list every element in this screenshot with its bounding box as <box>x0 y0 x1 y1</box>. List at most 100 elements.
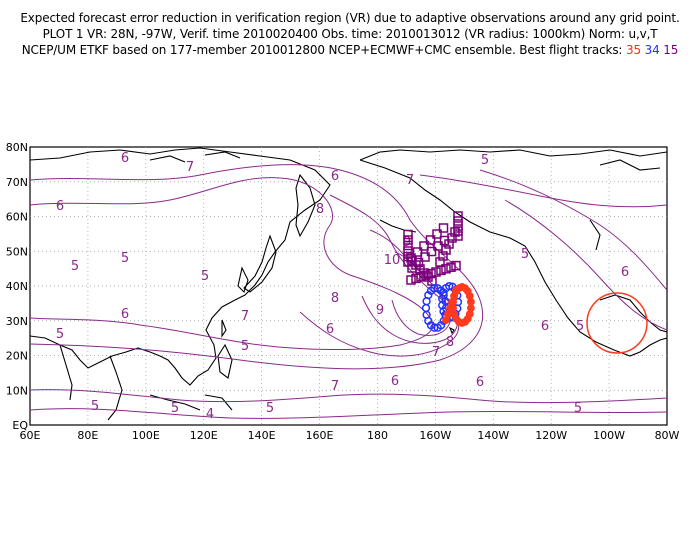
lat-label: 80N <box>6 141 28 154</box>
track-15-marker <box>453 211 463 221</box>
track-15-marker <box>447 233 457 243</box>
contour-label: 6 <box>326 322 334 337</box>
track-35-marker <box>442 316 450 324</box>
contour-label: 5 <box>71 259 79 274</box>
lon-label: 100E <box>132 429 160 442</box>
contour-label: 7 <box>406 173 414 188</box>
lat-label: 20N <box>6 350 28 363</box>
contour-label: 5 <box>121 251 129 266</box>
contour-label: 6 <box>121 307 129 322</box>
track-15-marker <box>419 241 429 251</box>
track-34-legend: 34 <box>644 43 660 57</box>
track-15-legend: 15 <box>663 43 679 57</box>
track-34-marker <box>439 288 448 297</box>
contour-label: 6 <box>56 199 64 214</box>
track-15-marker <box>403 235 413 245</box>
coastlines <box>30 147 667 421</box>
longitude-labels: 60E 80E 100E 120E 140E 160E 180 160W 140W 120W 100… <box>20 429 680 442</box>
contour-label: 5 <box>521 247 529 262</box>
contour-label: 5 <box>241 339 249 354</box>
track-15-marker <box>421 270 431 280</box>
verification-region-circle <box>586 292 648 354</box>
lon-label: 60E <box>20 429 41 442</box>
track-15-marker <box>403 240 413 251</box>
lat-label: 10N <box>6 384 28 397</box>
track-15-marker <box>406 253 416 263</box>
track-15-marker <box>451 260 461 271</box>
lon-label: 160E <box>306 429 334 442</box>
contour-label: 6 <box>331 169 339 184</box>
contour-label: 7 <box>331 379 339 394</box>
track-15-marker <box>438 251 448 261</box>
track-15-marker <box>403 229 413 240</box>
track-15-marker <box>453 231 463 241</box>
track-35-marker <box>458 283 466 291</box>
contour-label: 6 <box>476 375 484 390</box>
contour-label: 7 <box>432 345 440 360</box>
track-15-marker <box>441 245 451 255</box>
lon-label: 160W <box>419 429 451 442</box>
track-15-marker <box>446 262 456 272</box>
contour-labels: 67655567556898691098756565654576575 <box>56 151 629 422</box>
track-15-marker <box>411 273 421 284</box>
track-15-marker <box>444 239 454 249</box>
track-15-marker <box>425 235 436 245</box>
contour-label: 5 <box>91 399 99 414</box>
lon-label: 120W <box>535 429 567 442</box>
track-15-marker <box>453 216 463 226</box>
contours <box>30 164 667 419</box>
contour-label: 6 <box>391 374 399 389</box>
lon-label: 120E <box>190 429 218 442</box>
contour-label: 10 <box>384 253 401 268</box>
lat-label: 60N <box>6 211 28 224</box>
track-35-legend: 35 <box>625 43 641 57</box>
contour-label: 6 <box>121 151 129 166</box>
contour-label: 8 <box>446 335 454 350</box>
track-15-marker <box>431 267 441 277</box>
lon-label: 180 <box>367 429 388 442</box>
contour-label: 5 <box>56 327 64 342</box>
track-15-marker <box>406 275 416 285</box>
contour-label: 7 <box>186 160 194 175</box>
track-15-marker <box>403 246 413 256</box>
title-line-3-text: NCEP/UM ETKF based on 177-member 2010012… <box>21 43 623 57</box>
contour-label: 9 <box>403 235 411 250</box>
track-15-marker <box>420 252 430 262</box>
contour-label: 9 <box>376 303 384 318</box>
track-15-marker <box>426 246 437 257</box>
lat-label: EQ <box>12 419 28 432</box>
track-34-marker <box>445 281 454 291</box>
lat-label: 70N <box>6 176 28 189</box>
track-15-marker <box>432 229 442 239</box>
map-frame <box>29 146 668 426</box>
lon-label: 140E <box>248 429 276 442</box>
title-line-3: NCEP/UM ETKF based on 177-member 2010012… <box>0 42 700 58</box>
title-line-2: PLOT 1 VR: 28N, -97W, Verif. time 201002… <box>42 27 658 41</box>
contour-label: 6 <box>621 265 629 280</box>
track-15-marker <box>412 247 423 257</box>
title-line-1: Expected forecast error reduction in ver… <box>20 11 680 25</box>
track-15-marker <box>453 226 463 236</box>
contour-label: 8 <box>316 202 324 217</box>
track-15-marker <box>441 264 451 274</box>
track-15-marker <box>453 221 463 231</box>
track-15-marker <box>438 223 449 233</box>
track-15-marker <box>435 257 445 267</box>
contour-label: 5 <box>481 153 489 168</box>
contour-label: 5 <box>574 401 582 416</box>
contour-label: 7 <box>241 309 249 324</box>
latitude-labels: 80N 70N 60N 50N 40N 30N 20N 10N EQ <box>6 141 29 432</box>
contour-label: 5 <box>171 401 179 416</box>
contour-label: 5 <box>266 401 274 416</box>
contour-label: 4 <box>206 407 214 422</box>
contour-label: 6 <box>541 319 549 334</box>
lon-label: 140W <box>477 429 509 442</box>
lon-label: 100W <box>593 429 625 442</box>
lat-label: 50N <box>6 245 28 258</box>
lon-label: 80W <box>655 429 680 442</box>
contour-label: 8 <box>331 291 339 306</box>
contour-label: 5 <box>201 269 209 284</box>
lat-label: 40N <box>6 280 28 293</box>
lon-label: 80E <box>77 429 98 442</box>
lat-label: 30N <box>6 315 28 328</box>
